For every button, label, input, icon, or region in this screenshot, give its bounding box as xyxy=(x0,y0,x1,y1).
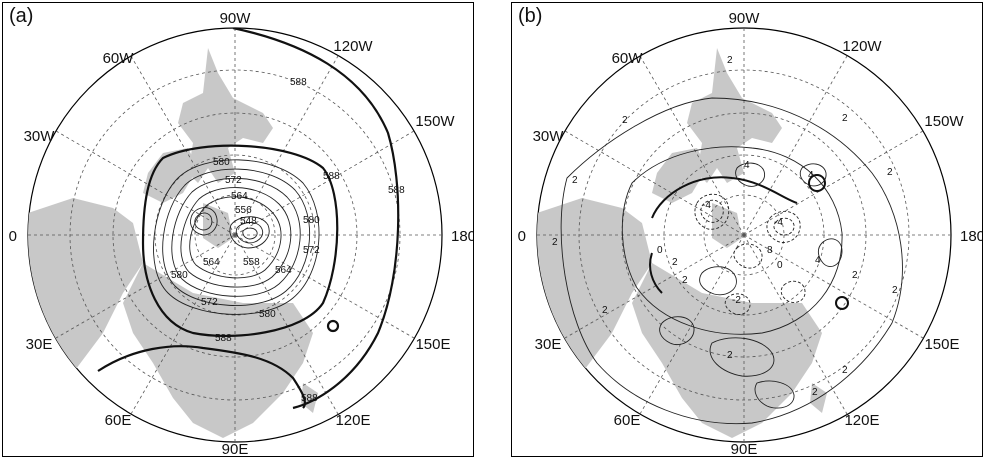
contour-label: 572 xyxy=(303,245,320,256)
lon-label-120w: 120W xyxy=(333,38,373,55)
contour-label: 580 xyxy=(303,215,320,226)
contour-labels: 588 588 588 580 572 564 556 548 580 572 … xyxy=(171,77,405,404)
contour-label: 2 xyxy=(727,55,733,66)
contour-label: 588 xyxy=(388,185,405,196)
contour-label: 558 xyxy=(243,257,260,268)
north-america-land xyxy=(178,48,273,183)
contour-label: 2 xyxy=(892,285,898,296)
anomaly-contours-positive xyxy=(560,97,903,425)
longitude-labels: 90W 120W 150W 180 150E 120E 90E 60E 30E … xyxy=(518,10,982,456)
contour-label: 2 xyxy=(622,115,628,126)
contour-label: 588 xyxy=(290,77,307,88)
lon-label-30w: 30W xyxy=(533,128,565,145)
contour-labels: 2 2 2 2 2 2 2 4 4 -4 0 -4 8 0 4 2 -2 2 2… xyxy=(552,55,898,398)
height-contours-thick xyxy=(97,28,400,410)
anomaly-contours-thick xyxy=(649,174,849,310)
lon-label-150w: 150W xyxy=(415,113,455,130)
lon-label-0: 0 xyxy=(518,228,526,245)
map-panel-b: 2 2 2 2 2 2 2 4 4 -4 0 -4 8 0 4 2 -2 2 2… xyxy=(511,2,983,457)
lon-label-30w: 30W xyxy=(24,128,56,145)
anomaly-contours-negative xyxy=(694,193,806,315)
lon-label-30e: 30E xyxy=(535,336,562,353)
lon-label-120e: 120E xyxy=(335,412,370,429)
contour-label: 556 xyxy=(235,205,252,216)
lon-label-90e: 90E xyxy=(222,441,249,456)
contour-label: 2 xyxy=(812,387,818,398)
lon-label-90w: 90W xyxy=(220,10,252,27)
longitude-labels: 90W 120W 150W 180 150E 120E 90E 60E 30E … xyxy=(9,10,473,456)
contour-label: 564 xyxy=(231,191,248,202)
north-america-land xyxy=(687,48,782,183)
contour-label: -4 xyxy=(702,200,711,211)
polar-map-a: 588 588 588 580 572 564 556 548 580 572 … xyxy=(9,10,473,456)
contour-label: 4 xyxy=(815,255,821,266)
land-masses xyxy=(537,48,827,438)
contour-label: 564 xyxy=(203,257,220,268)
contour-label: 548 xyxy=(240,216,257,227)
lon-label-60e: 60E xyxy=(105,412,132,429)
europe-africa-land xyxy=(537,198,652,373)
polar-map-b: 2 2 2 2 2 2 2 4 4 -4 0 -4 8 0 4 2 -2 2 2… xyxy=(518,10,982,456)
contour-label: 564 xyxy=(275,265,292,276)
contour-label: 580 xyxy=(171,270,188,281)
lon-label-0: 0 xyxy=(9,228,17,245)
lon-label-120e: 120E xyxy=(844,412,879,429)
lon-label-90w: 90W xyxy=(729,10,761,27)
contour-label: 572 xyxy=(225,175,242,186)
lon-label-60w: 60W xyxy=(612,50,644,67)
contour-label: 588 xyxy=(301,393,318,404)
meridians xyxy=(28,28,442,442)
contour-label: 2 xyxy=(602,305,608,316)
panel-label-a: (a) xyxy=(9,5,34,27)
contour-label: 2 xyxy=(842,113,848,124)
lon-label-90e: 90E xyxy=(731,441,758,456)
lon-label-180: 180 xyxy=(451,228,473,245)
contour-label: 2 xyxy=(552,237,558,248)
contour-label: 4 xyxy=(744,160,750,171)
contour-label: 0 xyxy=(777,260,783,271)
lon-label-180: 180 xyxy=(960,228,982,245)
lon-label-60w: 60W xyxy=(103,50,135,67)
contour-label: 588 xyxy=(215,333,232,344)
lon-label-120w: 120W xyxy=(842,38,882,55)
panel-label-b: (b) xyxy=(518,5,543,27)
lon-label-150e: 150E xyxy=(415,336,450,353)
asia-land xyxy=(632,263,822,438)
contour-label: -2 xyxy=(732,295,741,306)
height-contours-thin xyxy=(153,159,320,315)
contour-label: -4 xyxy=(774,217,783,228)
contour-label: 2 xyxy=(572,175,578,186)
contour-label: 2 xyxy=(852,270,858,281)
contour-label: 580 xyxy=(213,157,230,168)
contour-label: 4 xyxy=(808,170,814,181)
contour-label: 2 xyxy=(682,275,688,286)
contour-label: 8 xyxy=(767,245,773,256)
lon-label-150e: 150E xyxy=(924,336,959,353)
lon-label-60e: 60E xyxy=(614,412,641,429)
contour-label: 572 xyxy=(201,297,218,308)
lon-label-30e: 30E xyxy=(26,336,53,353)
contour-label: 580 xyxy=(259,309,276,320)
contour-label: 2 xyxy=(842,365,848,376)
contour-label: 2 xyxy=(672,257,678,268)
contour-label: 588 xyxy=(323,171,340,182)
contour-label: 2 xyxy=(887,167,893,178)
lon-label-150w: 150W xyxy=(924,113,964,130)
contour-label: 2 xyxy=(727,350,733,361)
contour-label: 0 xyxy=(657,245,663,256)
map-panel-a: 588 588 588 580 572 564 556 548 580 572 … xyxy=(2,2,474,457)
europe-africa-land xyxy=(28,198,143,373)
